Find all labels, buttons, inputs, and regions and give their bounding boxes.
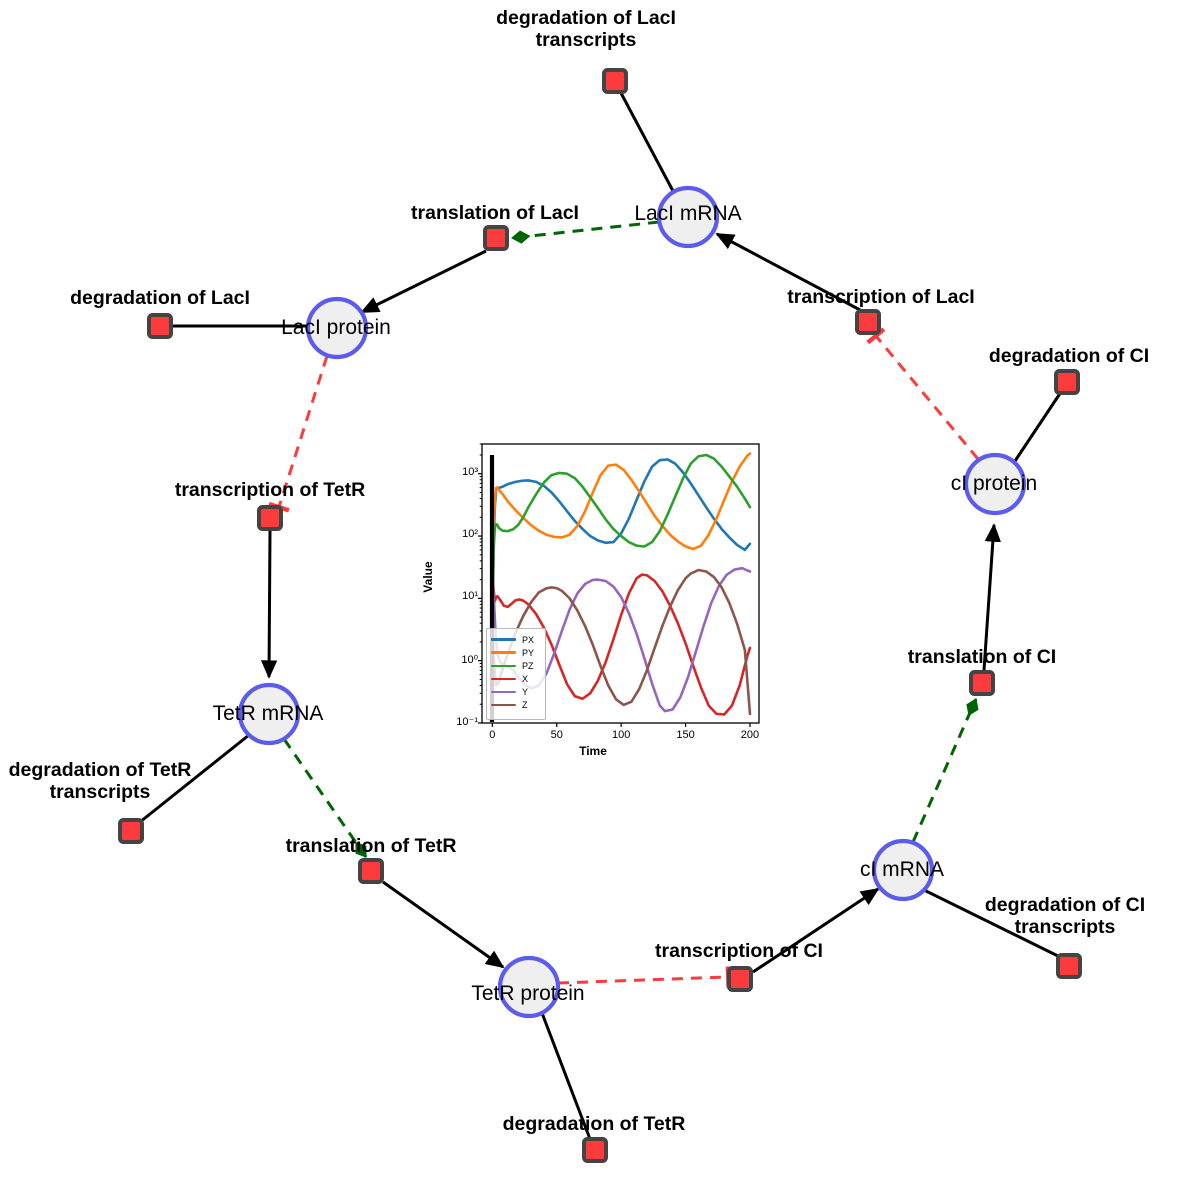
chart-xtick-label: 100 <box>611 729 631 741</box>
species-node-laci_protein[interactable] <box>305 296 369 360</box>
chart-ytick-label: 10⁰ <box>461 653 478 666</box>
edge-ci-mrna-to-deg-ci-transcripts <box>923 888 1061 959</box>
edge-ci-protein-to-deg-ci <box>1011 391 1063 465</box>
chart-series-PZ <box>491 453 752 644</box>
legend-label-Y: Y <box>522 686 529 697</box>
legend-label-Z: Z <box>522 700 528 711</box>
edge-tetr-mrna-to-deg-tetr-transcripts <box>139 733 250 824</box>
species-node-ci_protein[interactable] <box>963 452 1027 516</box>
reaction-node-deg_ci_transcripts[interactable] <box>1056 953 1082 979</box>
reaction-node-translation_laci[interactable] <box>483 225 509 251</box>
chart-ytick-label: 10³ <box>462 465 478 478</box>
legend-label-PX: PX <box>522 634 535 645</box>
legend-swatch-X <box>491 677 516 681</box>
edge-ci-mrna-to-translation-ci <box>911 698 979 843</box>
chart-series-PX <box>491 458 752 633</box>
chart-ytick-label: 10² <box>462 528 478 541</box>
legend-swatch-PY <box>491 651 516 654</box>
reaction-node-transcription_tetr[interactable] <box>257 505 283 531</box>
legend-item-X: X <box>487 672 545 685</box>
edge-ci-protein-inhibits-transcription-laci <box>866 327 980 460</box>
reaction-node-translation_tetr[interactable] <box>358 858 384 884</box>
reaction-label-deg_laci_transcripts: degradation of LacI transcripts <box>496 7 676 51</box>
chart-ylabel: Value <box>421 561 435 593</box>
chart-xtick-label: 0 <box>489 729 496 741</box>
reaction-label-transcription_laci: transcription of LacI <box>787 286 975 309</box>
reaction-node-transcription_laci[interactable] <box>855 309 881 335</box>
chart-xtick-label: 50 <box>550 729 563 741</box>
chart-legend: PX PY PZ X Y Z <box>486 628 546 720</box>
edge-transcription-laci-to-laci-mrna <box>715 232 863 313</box>
reaction-node-transcription_ci[interactable] <box>727 966 753 992</box>
legend-swatch-PX <box>491 638 516 641</box>
chart-ticks <box>478 443 751 727</box>
legend-label-PY: PY <box>522 647 535 658</box>
edge-translation-ci-to-ci-protein <box>982 523 1002 671</box>
reaction-node-deg_ci[interactable] <box>1054 369 1080 395</box>
edge-tetr-mrna-to-translation-tetr <box>282 738 368 858</box>
legend-swatch-Y <box>491 690 516 694</box>
species-node-tetr_protein[interactable] <box>497 955 561 1019</box>
chart-ytick-label: 10⁻¹ <box>456 716 478 728</box>
reaction-node-deg_laci_transcripts[interactable] <box>602 68 628 94</box>
chart-ytick-label: 10¹ <box>462 590 478 603</box>
reaction-label-deg_tetr: degradation of TetR <box>502 1113 686 1136</box>
chart-xtick-label: 200 <box>740 729 760 741</box>
reaction-label-deg_ci: degradation of CI <box>988 345 1150 368</box>
reaction-label-deg_tetr_transcripts: degradation of TetR transcripts <box>8 759 192 803</box>
reaction-label-transcription_tetr: transcription of TetR <box>174 479 366 502</box>
chart-xlabel: Time <box>579 744 607 758</box>
legend-label-PZ: PZ <box>522 660 534 671</box>
chart-series-PY <box>491 452 752 633</box>
reaction-label-translation_laci: translation of LacI <box>411 202 579 225</box>
species-node-tetr_mrna[interactable] <box>237 682 301 746</box>
reaction-node-translation_ci[interactable] <box>969 670 995 696</box>
chart-series-X <box>491 573 752 716</box>
edge-tetr-protein-inhibits-transcription-ci <box>557 966 731 988</box>
edge-translation-laci-to-laci-protein <box>360 249 487 314</box>
reaction-label-translation_tetr: translation of TetR <box>285 835 457 858</box>
legend-item-Y: Y <box>487 685 545 698</box>
legend-swatch-Z <box>491 703 516 707</box>
edge-transcription-tetr-to-tetr-mrna <box>260 530 278 679</box>
reaction-label-transcription_ci: transcription of CI <box>655 940 823 963</box>
legend-item-PX: PX <box>487 633 545 646</box>
reaction-node-deg_tetr[interactable] <box>582 1137 608 1163</box>
legend-item-PY: PY <box>487 646 545 659</box>
reaction-label-deg_laci: degradation of LacI <box>70 287 250 310</box>
reaction-node-deg_laci[interactable] <box>147 313 173 339</box>
legend-swatch-PZ <box>491 664 516 667</box>
legend-item-Z: Z <box>487 698 545 711</box>
species-node-ci_mrna[interactable] <box>871 838 935 902</box>
species-node-laci_mrna[interactable] <box>656 185 720 249</box>
chart-xtick-label: 150 <box>676 729 695 741</box>
reaction-node-deg_tetr_transcripts[interactable] <box>118 818 144 844</box>
reaction-label-deg_ci_transcripts: degradation of CI transcripts <box>984 894 1146 938</box>
reaction-label-translation_ci: translation of CI <box>907 646 1057 669</box>
edge-tetr-protein-to-deg-tetr <box>540 1012 592 1140</box>
inset-chart: Time Value 0 50 100 150 200 10⁻¹ 10⁰ 10¹ 10² 10³… <box>408 430 778 770</box>
edge-translation-tetr-to-tetr-protein <box>382 880 505 969</box>
legend-item-PZ: PZ <box>487 659 545 672</box>
legend-label-X: X <box>522 673 529 684</box>
edge-laci-mrna-to-translation-laci <box>511 220 660 244</box>
edge-transcription-ci-to-ci-mrna <box>752 887 880 974</box>
edge-laci-mrna-to-deg-transcripts <box>619 92 675 192</box>
edge-laci-protein-inhibits-transcription-tetr <box>268 355 329 513</box>
